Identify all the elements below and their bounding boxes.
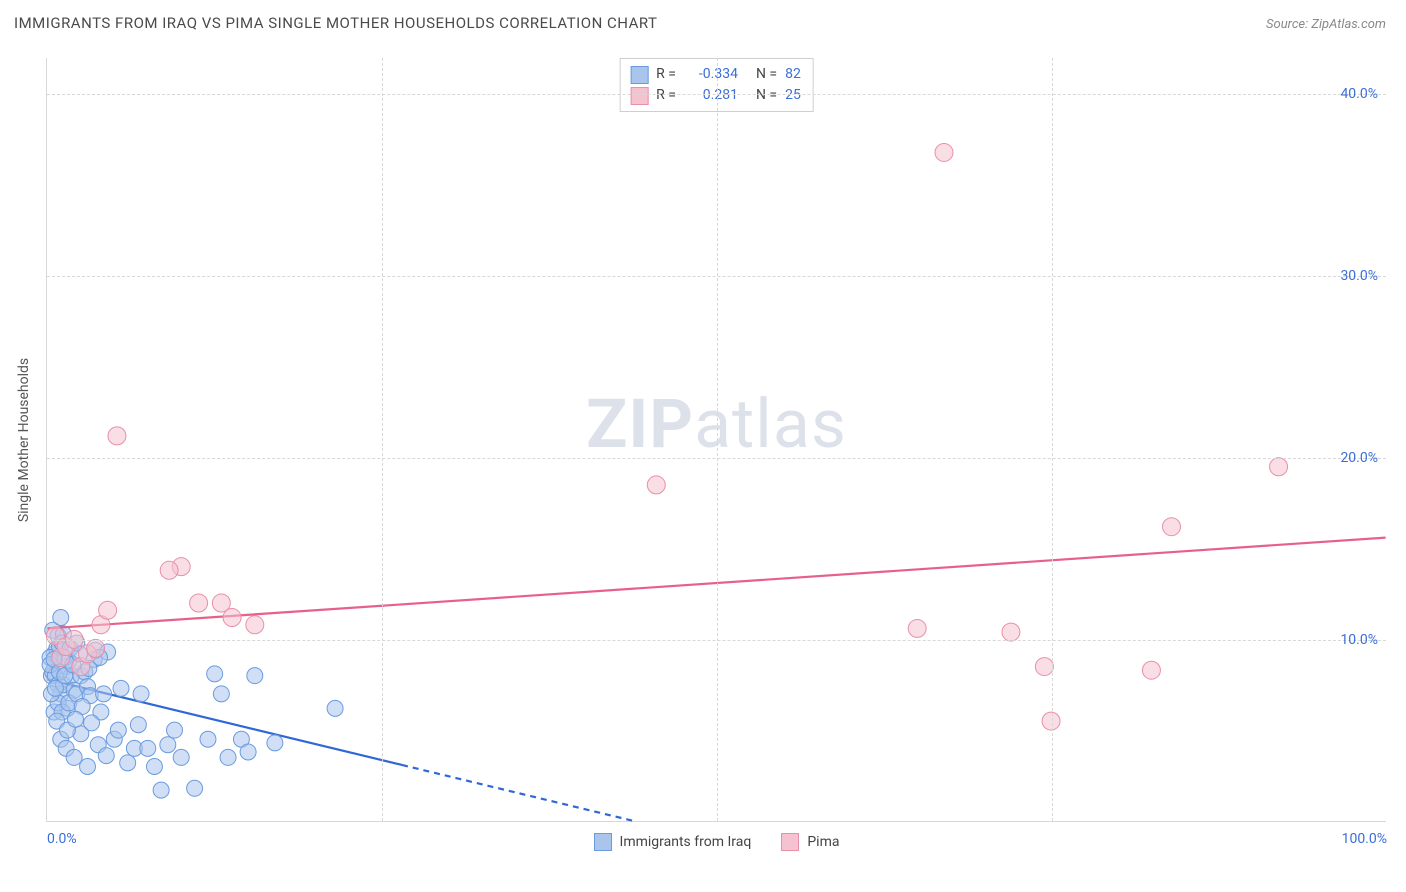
data-point bbox=[153, 782, 169, 798]
n-label: N = bbox=[756, 64, 777, 85]
data-point bbox=[160, 561, 178, 579]
y-tick-label: 30.0% bbox=[1340, 268, 1378, 284]
data-point bbox=[247, 668, 263, 684]
data-point bbox=[120, 755, 136, 771]
data-point bbox=[190, 594, 208, 612]
legend-label-iraq: Immigrants from Iraq bbox=[620, 834, 752, 850]
data-point bbox=[96, 686, 112, 702]
data-point bbox=[87, 639, 105, 657]
data-point bbox=[66, 749, 82, 765]
data-point bbox=[84, 715, 100, 731]
x-tick-label: 100.0% bbox=[1342, 831, 1387, 847]
data-point bbox=[80, 759, 96, 775]
chart-title: IMMIGRANTS FROM IRAQ VS PIMA SINGLE MOTH… bbox=[14, 14, 657, 32]
data-point bbox=[110, 722, 126, 738]
data-point bbox=[1035, 658, 1053, 676]
data-point bbox=[113, 680, 129, 696]
data-point bbox=[240, 744, 256, 760]
data-point bbox=[200, 731, 216, 747]
data-point bbox=[160, 737, 176, 753]
y-tick-label: 10.0% bbox=[1340, 632, 1378, 648]
data-point bbox=[67, 711, 83, 727]
data-point bbox=[220, 749, 236, 765]
data-point bbox=[647, 476, 665, 494]
legend-stats-row: R = 0.281 N = 25 bbox=[630, 85, 801, 106]
r-label: R = bbox=[656, 64, 676, 85]
data-point bbox=[935, 143, 953, 161]
data-point bbox=[246, 616, 264, 634]
chart-area: ZIPatlas R = -0.334 N = 82 R = 0.281 N =… bbox=[46, 58, 1386, 822]
gridline-v bbox=[1052, 58, 1053, 821]
legend-item-iraq: Immigrants from Iraq bbox=[594, 833, 752, 851]
data-point bbox=[327, 700, 343, 716]
header: IMMIGRANTS FROM IRAQ VS PIMA SINGLE MOTH… bbox=[0, 0, 1406, 40]
legend-label-pima: Pima bbox=[807, 834, 839, 850]
legend-series: Immigrants from Iraq Pima bbox=[594, 833, 840, 851]
gridline-v bbox=[717, 58, 718, 821]
data-point bbox=[267, 735, 283, 751]
data-point bbox=[1142, 661, 1160, 679]
data-point bbox=[223, 609, 241, 627]
legend-stats-row: R = -0.334 N = 82 bbox=[630, 64, 801, 85]
data-point bbox=[130, 717, 146, 733]
r-label: R = bbox=[656, 85, 676, 106]
data-point bbox=[140, 740, 156, 756]
n-value-iraq: 82 bbox=[785, 64, 801, 85]
data-point bbox=[167, 722, 183, 738]
data-point bbox=[908, 619, 926, 637]
legend-item-pima: Pima bbox=[781, 833, 839, 851]
data-point bbox=[108, 427, 126, 445]
y-tick-label: 20.0% bbox=[1340, 450, 1378, 466]
data-point bbox=[53, 610, 69, 626]
gridline-v bbox=[382, 58, 383, 821]
n-label: N = bbox=[756, 85, 777, 106]
legend-swatch-pima bbox=[630, 87, 648, 105]
data-point bbox=[1163, 518, 1181, 536]
data-point bbox=[173, 749, 189, 765]
r-value-pima: 0.281 bbox=[684, 85, 738, 106]
data-point bbox=[187, 780, 203, 796]
source-label: Source: ZipAtlas.com bbox=[1266, 17, 1386, 32]
y-tick-label: 40.0% bbox=[1340, 86, 1378, 102]
data-point bbox=[99, 601, 117, 619]
legend-swatch-iraq bbox=[594, 833, 612, 851]
data-point bbox=[207, 666, 223, 682]
r-value-iraq: -0.334 bbox=[684, 64, 738, 85]
data-point bbox=[133, 686, 149, 702]
legend-swatch-iraq bbox=[630, 66, 648, 84]
data-point bbox=[146, 759, 162, 775]
data-point bbox=[1002, 623, 1020, 641]
data-point bbox=[1270, 458, 1288, 476]
n-value-pima: 25 bbox=[785, 85, 801, 106]
data-point bbox=[98, 748, 114, 764]
legend-swatch-pima bbox=[781, 833, 799, 851]
x-tick-label: 0.0% bbox=[47, 831, 77, 847]
y-axis-title: Single Mother Households bbox=[16, 358, 32, 522]
data-point bbox=[213, 686, 229, 702]
